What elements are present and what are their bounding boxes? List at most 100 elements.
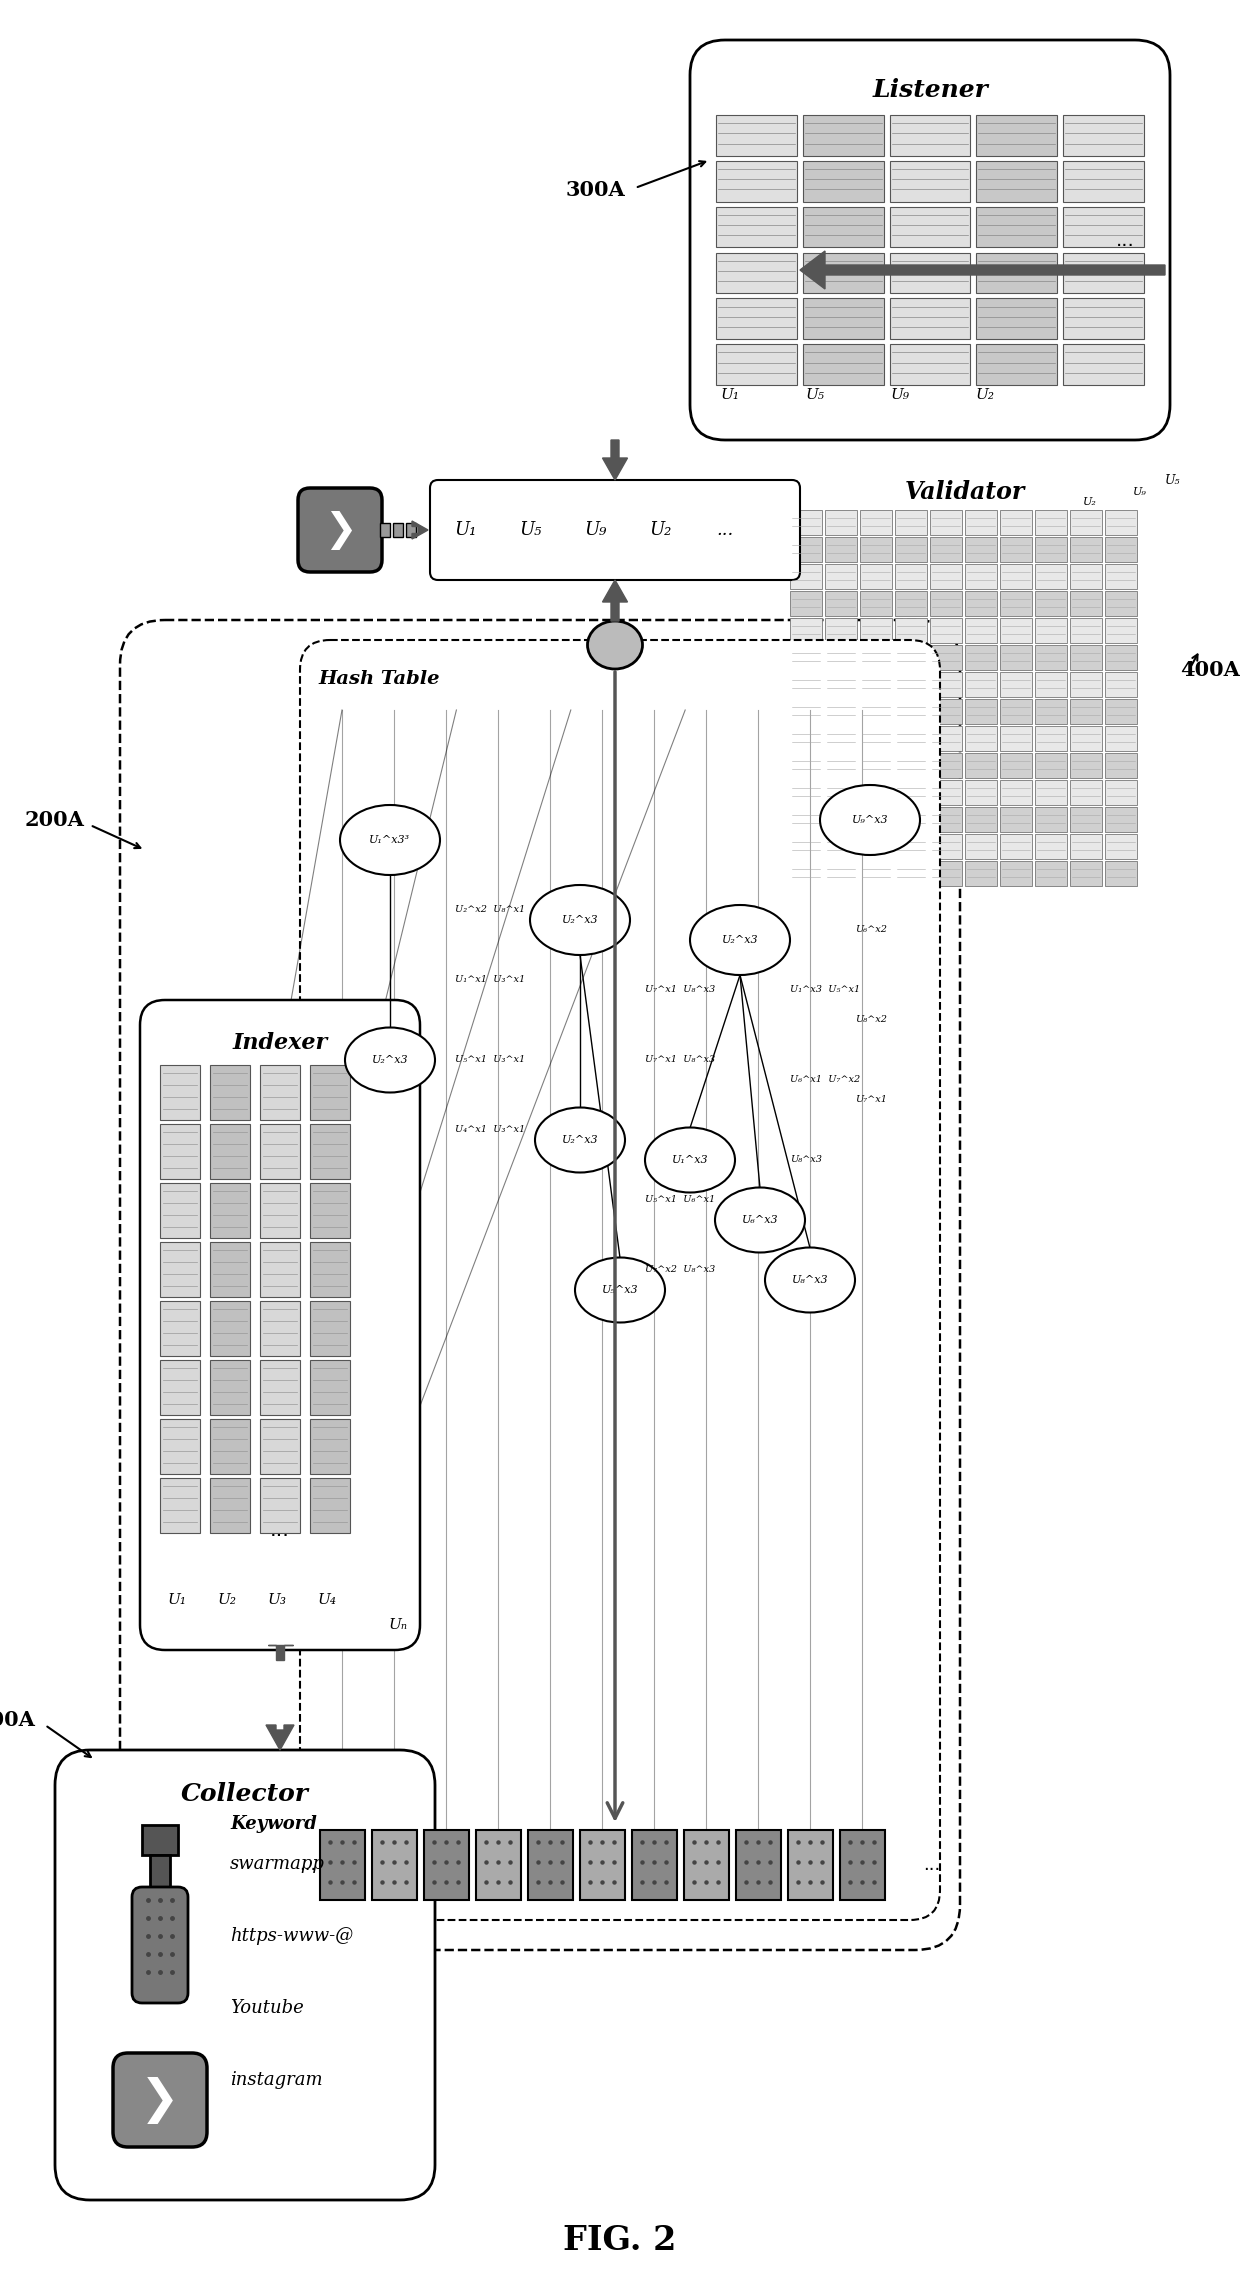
Bar [1035, 754, 1066, 777]
Text: U₇^x1: U₇^x1 [856, 1096, 887, 1105]
Bar [320, 1829, 365, 1900]
Text: U₁^x3  U₅^x1: U₁^x3 U₅^x1 [790, 986, 861, 995]
Text: U₅^x3: U₅^x3 [601, 1286, 639, 1295]
Bar [1035, 644, 1066, 669]
Bar [790, 807, 822, 832]
Bar [895, 644, 928, 669]
Bar [999, 564, 1032, 589]
Bar [861, 619, 892, 644]
Bar [476, 1829, 521, 1900]
Bar [930, 644, 962, 669]
Bar [210, 1183, 250, 1238]
Bar [861, 807, 892, 832]
Text: Keyword: Keyword [229, 1815, 317, 1834]
Bar [895, 779, 928, 804]
Bar [715, 115, 797, 156]
Bar [405, 523, 415, 536]
Bar [1105, 727, 1137, 752]
Bar [310, 1123, 350, 1178]
Text: U₈^x3: U₈^x3 [791, 1274, 828, 1286]
Bar [790, 644, 822, 669]
Text: U₈^x2: U₈^x2 [856, 1015, 887, 1025]
Bar [999, 591, 1032, 617]
Bar [965, 699, 997, 724]
Text: U₇^x2  U₈^x3: U₇^x2 U₈^x3 [645, 1265, 715, 1274]
Bar [790, 591, 822, 617]
Bar [1105, 536, 1137, 562]
Bar [976, 252, 1058, 293]
Text: U₉: U₉ [890, 387, 909, 401]
Text: instagram: instagram [229, 2072, 322, 2088]
Text: U₇^x1  U₈^x3: U₇^x1 U₈^x3 [645, 1057, 715, 1063]
Text: U₇^x1  U₈^x3: U₇^x1 U₈^x3 [645, 986, 715, 995]
Bar [260, 1242, 300, 1297]
Bar [1105, 619, 1137, 644]
Bar [976, 344, 1058, 385]
Bar [790, 699, 822, 724]
FancyArrow shape [267, 1726, 294, 1751]
Text: U₂: U₂ [649, 520, 671, 539]
Bar [965, 779, 997, 804]
FancyBboxPatch shape [120, 621, 960, 1950]
Bar [715, 206, 797, 248]
Bar [790, 511, 822, 534]
Bar [790, 564, 822, 589]
Ellipse shape [340, 804, 440, 876]
Text: ...: ... [270, 1520, 290, 1540]
Bar [790, 862, 822, 887]
Bar [1070, 591, 1102, 617]
Bar [930, 619, 962, 644]
Bar [930, 564, 962, 589]
Bar [861, 591, 892, 617]
Bar [825, 807, 857, 832]
Bar [160, 1419, 200, 1474]
Bar [999, 862, 1032, 887]
Bar [1105, 807, 1137, 832]
Text: Validator: Validator [905, 479, 1025, 504]
FancyArrow shape [268, 1646, 293, 1659]
Bar [372, 1829, 417, 1900]
Bar [160, 1302, 200, 1357]
Ellipse shape [820, 784, 920, 855]
Bar [1063, 160, 1145, 202]
Bar [1070, 699, 1102, 724]
Text: U₁^x3³: U₁^x3³ [370, 834, 410, 846]
Bar [861, 727, 892, 752]
Bar [895, 699, 928, 724]
Bar [825, 619, 857, 644]
Bar [684, 1829, 729, 1900]
Bar [310, 1478, 350, 1533]
Bar [260, 1066, 300, 1121]
Bar [965, 754, 997, 777]
Bar [930, 779, 962, 804]
Bar [210, 1123, 250, 1178]
Bar [310, 1419, 350, 1474]
Text: ...: ... [1116, 231, 1135, 250]
Bar [889, 298, 971, 339]
Bar [260, 1478, 300, 1533]
Text: U₆^x1  U₇^x2: U₆^x1 U₇^x2 [790, 1075, 861, 1084]
Bar [1035, 862, 1066, 887]
Text: U₂: U₂ [1083, 497, 1097, 507]
Bar [1070, 511, 1102, 534]
Bar [825, 779, 857, 804]
Bar [825, 672, 857, 697]
Bar [861, 644, 892, 669]
Text: 100A: 100A [0, 1710, 35, 1730]
Bar [160, 1359, 200, 1414]
Bar [790, 672, 822, 697]
Bar [999, 672, 1032, 697]
Bar [839, 1829, 885, 1900]
Text: U₂^x3: U₂^x3 [562, 1135, 599, 1146]
Bar [1035, 672, 1066, 697]
Text: U₂^x3: U₂^x3 [562, 915, 599, 926]
Bar [160, 1123, 200, 1178]
Bar [260, 1183, 300, 1238]
Bar [1105, 862, 1137, 887]
Text: U₅: U₅ [1164, 474, 1180, 486]
Text: U₅^x1  U₆^x1: U₅^x1 U₆^x1 [645, 1196, 715, 1206]
Text: U₈^x3: U₈^x3 [790, 1155, 822, 1164]
Bar [1070, 619, 1102, 644]
Bar [1105, 699, 1137, 724]
Text: U₅^x1  U₃^x1: U₅^x1 U₃^x1 [455, 1057, 526, 1063]
